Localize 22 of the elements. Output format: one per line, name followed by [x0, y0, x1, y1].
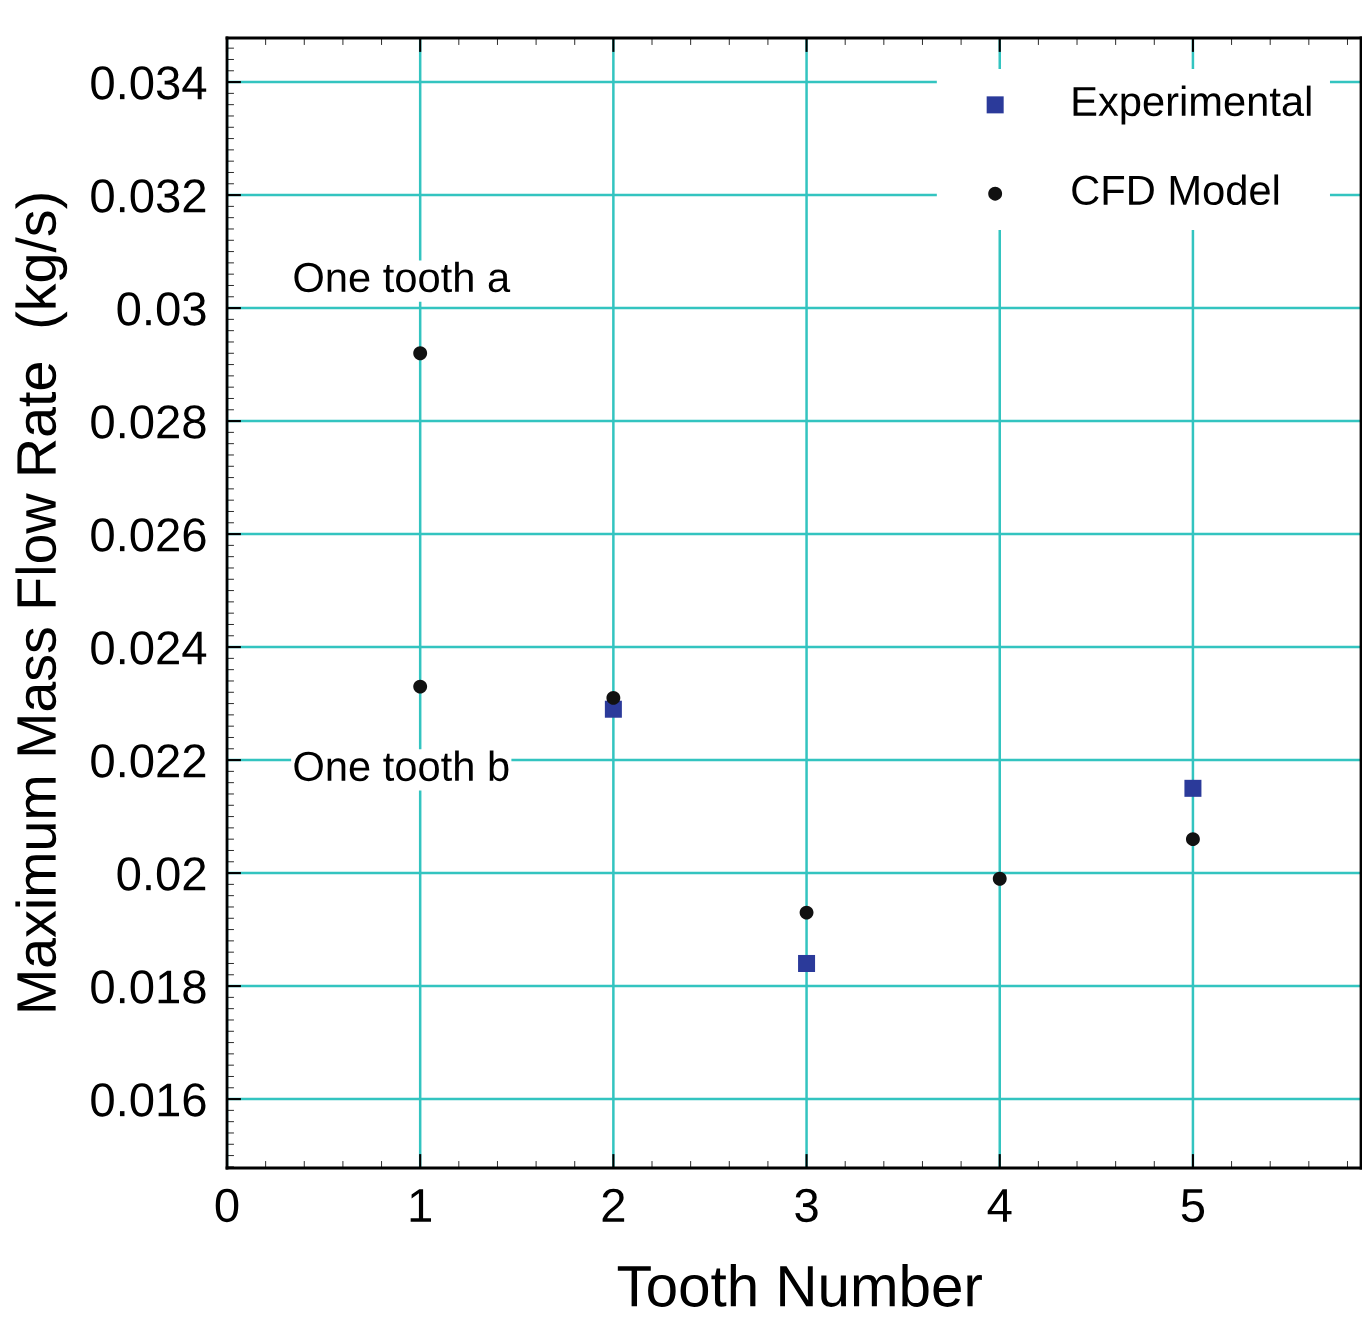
annotation: One tooth a: [294, 261, 511, 293]
y-tick-label: 0.024: [91, 631, 207, 665]
x-tick-label: 5: [1181, 1189, 1205, 1223]
y-tick-label: 0.02: [117, 857, 206, 891]
x-tick-label: 2: [602, 1188, 625, 1222]
legend-label: CFD Model: [1072, 174, 1279, 206]
legend-label: Experimental: [1073, 85, 1311, 125]
y-tick-label: 0.028: [91, 405, 206, 439]
y-tick-label: 0.034: [91, 66, 207, 100]
y-tick-label: 0.026: [91, 518, 206, 552]
x-tick-label: 0: [215, 1188, 239, 1223]
x-tick-label: 1: [410, 1189, 432, 1222]
annotation: One tooth b: [294, 750, 509, 782]
x-tick-label: 3: [795, 1188, 818, 1223]
y-tick-label: 0.022: [91, 744, 206, 778]
x-axis-title: Tooth Number: [617, 1264, 982, 1307]
y-tick-label: 0.032: [91, 179, 206, 213]
y-axis-title: Maximum Mass Flow Rate (kg/s): [15, 194, 68, 1011]
y-tick-label: 0.03: [117, 292, 206, 326]
y-tick-label: 0.016: [91, 1083, 206, 1117]
x-tick-label: 4: [987, 1189, 1012, 1222]
y-tick-label: 0.018: [91, 970, 206, 1004]
